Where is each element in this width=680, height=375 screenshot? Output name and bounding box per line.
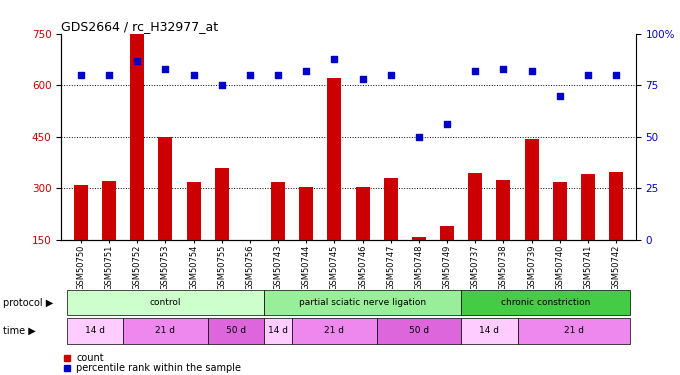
FancyBboxPatch shape [517, 318, 630, 344]
Bar [581, 174, 595, 240]
Bar [469, 173, 482, 240]
Text: GDS2664 / rc_H32977_at: GDS2664 / rc_H32977_at [61, 20, 218, 33]
Bar [271, 182, 285, 240]
Text: control: control [150, 298, 181, 307]
FancyBboxPatch shape [461, 318, 517, 344]
Point [441, 122, 452, 128]
Point [611, 72, 622, 78]
Point [245, 72, 256, 78]
Bar [496, 180, 511, 240]
Text: 14 d: 14 d [479, 326, 499, 335]
Text: partial sciatic nerve ligation: partial sciatic nerve ligation [299, 298, 426, 307]
FancyBboxPatch shape [123, 318, 207, 344]
Point [554, 93, 565, 99]
Text: 21 d: 21 d [156, 326, 175, 335]
Point [216, 82, 227, 88]
Text: 50 d: 50 d [226, 326, 246, 335]
Bar [74, 185, 88, 240]
Bar [384, 178, 398, 240]
Bar [102, 181, 116, 240]
Point [526, 68, 537, 74]
Text: 14 d: 14 d [268, 326, 288, 335]
FancyBboxPatch shape [207, 318, 264, 344]
FancyBboxPatch shape [292, 318, 377, 344]
Bar [609, 172, 623, 240]
Point [583, 72, 594, 78]
Text: chronic constriction: chronic constriction [501, 298, 590, 307]
Point [75, 72, 86, 78]
Bar [524, 139, 539, 240]
Point [132, 57, 143, 63]
Point [470, 68, 481, 74]
Bar [440, 226, 454, 240]
Point [357, 76, 368, 82]
Point [273, 72, 284, 78]
Bar [356, 187, 370, 240]
Bar [158, 137, 173, 240]
Bar [186, 182, 201, 240]
Point [498, 66, 509, 72]
Point [160, 66, 171, 72]
FancyBboxPatch shape [461, 290, 630, 315]
Point [301, 68, 311, 74]
Point [413, 134, 424, 140]
Text: 14 d: 14 d [85, 326, 105, 335]
Point [103, 72, 114, 78]
Text: time ▶: time ▶ [3, 326, 36, 336]
FancyBboxPatch shape [67, 290, 264, 315]
Bar [412, 237, 426, 240]
Text: 21 d: 21 d [564, 326, 584, 335]
Text: protocol ▶: protocol ▶ [3, 298, 54, 308]
Bar [327, 78, 341, 240]
FancyBboxPatch shape [377, 318, 461, 344]
Bar [299, 187, 313, 240]
FancyBboxPatch shape [264, 318, 292, 344]
Point [329, 56, 340, 62]
Bar [215, 168, 228, 240]
Text: 50 d: 50 d [409, 326, 429, 335]
Text: percentile rank within the sample: percentile rank within the sample [76, 363, 241, 373]
FancyBboxPatch shape [67, 318, 123, 344]
Point [188, 72, 199, 78]
Bar [553, 182, 567, 240]
Text: count: count [76, 353, 104, 363]
FancyBboxPatch shape [264, 290, 461, 315]
Bar [130, 34, 144, 240]
Point [386, 72, 396, 78]
Text: 21 d: 21 d [324, 326, 344, 335]
